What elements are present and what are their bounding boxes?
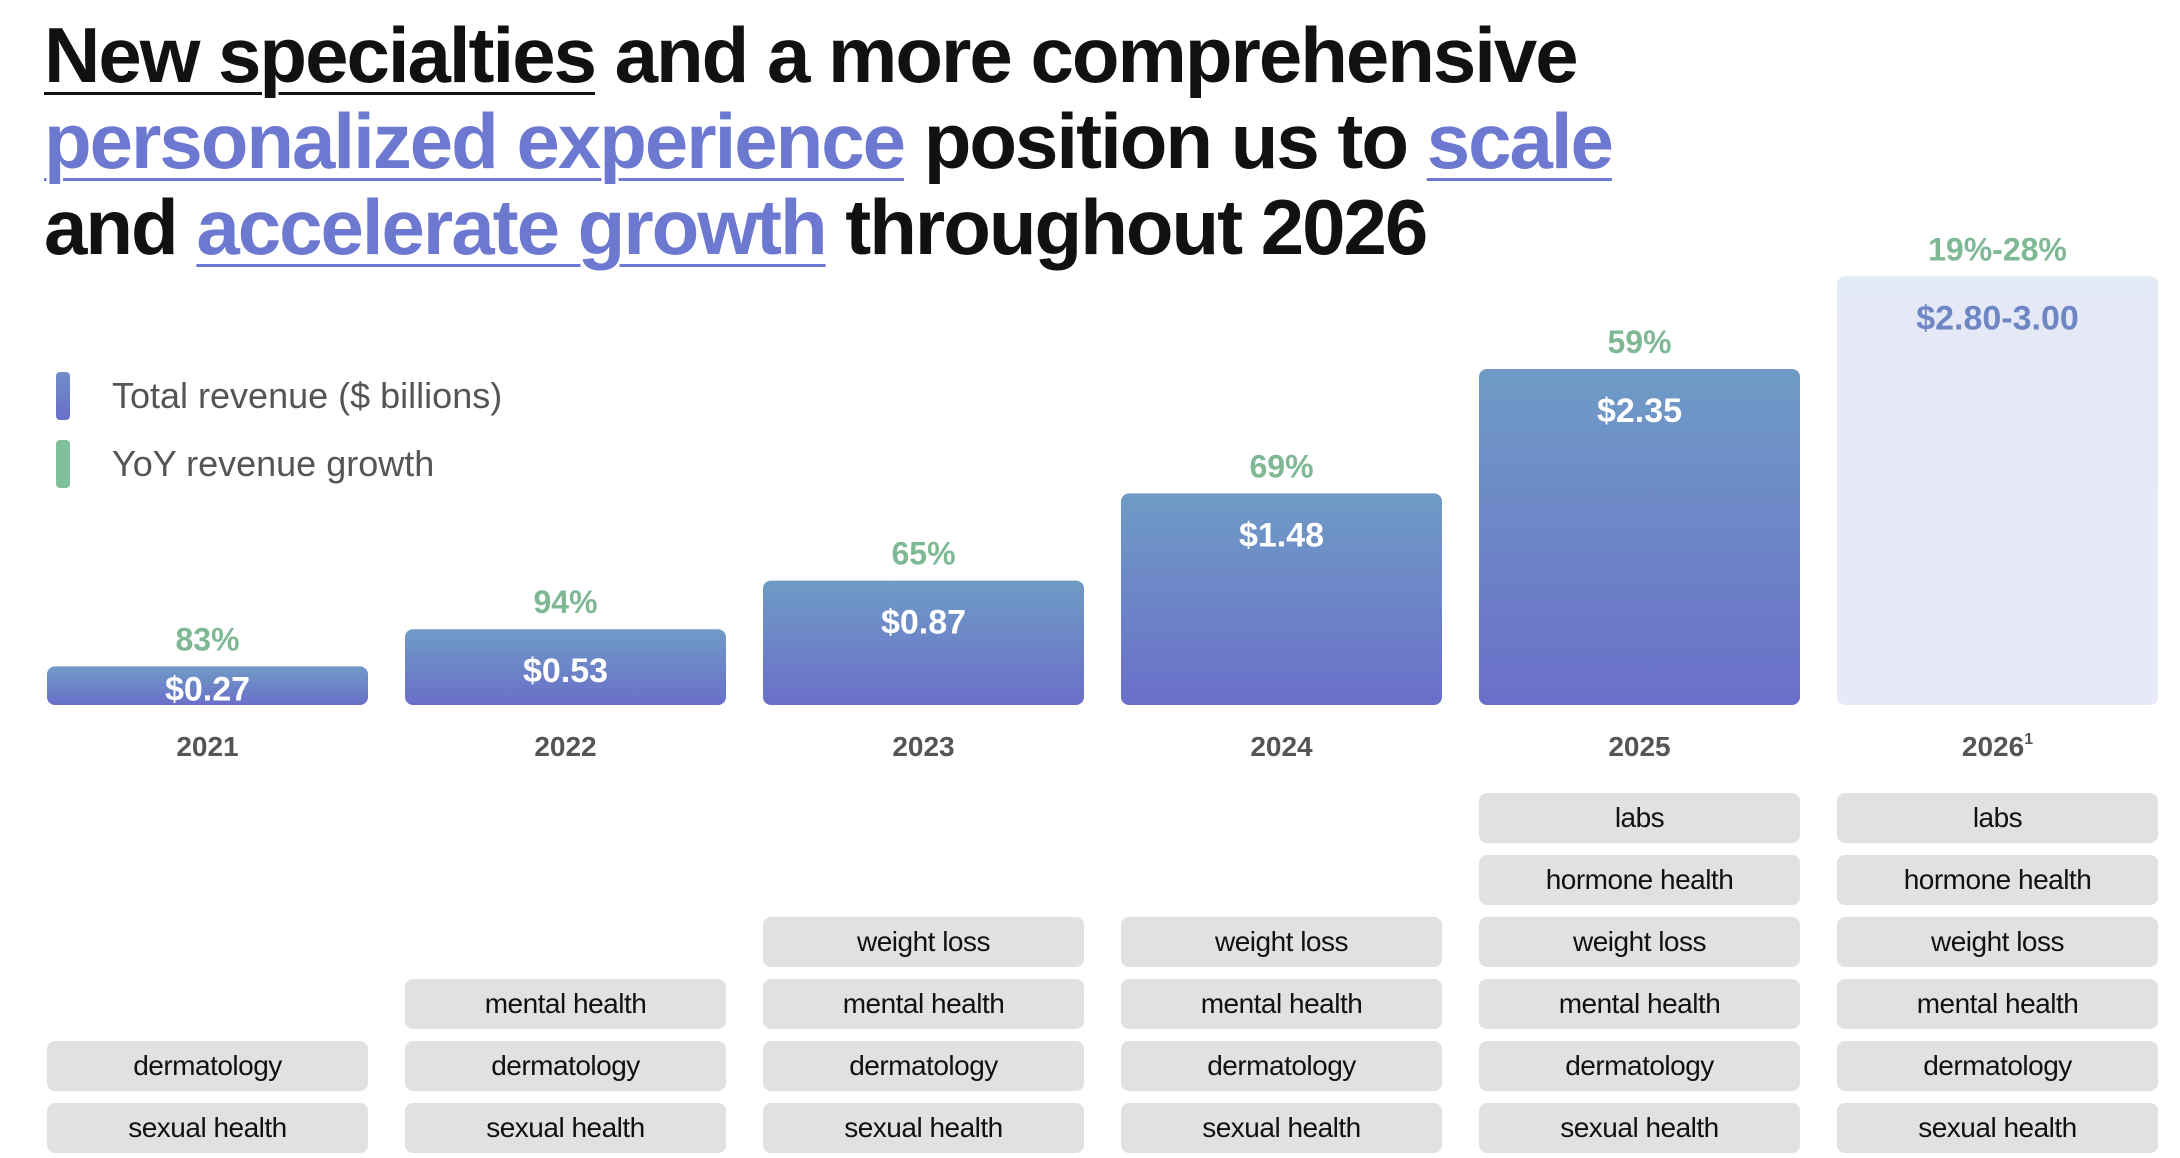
growth-label-2023: 65% <box>891 536 955 572</box>
specialty-pill: sexual health <box>1479 1103 1800 1153</box>
growth-label-2022: 94% <box>533 584 597 620</box>
specialty-pill: weight loss <box>1479 917 1800 967</box>
specialty-pill: dermatology <box>47 1041 368 1091</box>
specialty-pill: dermatology <box>1121 1041 1442 1091</box>
title-accelerate-growth: accelerate growth <box>196 183 827 271</box>
specialty-pill: dermatology <box>763 1041 1084 1091</box>
value-label-2023: $0.87 <box>881 604 966 642</box>
specialty-pill: sexual health <box>405 1103 726 1153</box>
bars-group: $0.27 83% 2021 $0.53 94% 2022 $0.87 65% 2023 $1.4… <box>47 231 2158 762</box>
growth-label-2025: 59% <box>1607 324 1671 360</box>
specialty-pill: dermatology <box>405 1041 726 1091</box>
year-label-2026: 20261 <box>1962 731 2033 762</box>
title-text: throughout 2026 <box>825 183 1428 271</box>
specialty-pill: weight loss <box>1121 917 1442 967</box>
title-scale: scale <box>1426 97 1614 185</box>
value-label-2024: $1.48 <box>1239 516 1324 554</box>
specialty-pill: sexual health <box>1121 1103 1442 1153</box>
bar-2024 <box>1121 493 1442 705</box>
growth-label-2026: 19%-28% <box>1928 231 2067 267</box>
specialty-pill: mental health <box>1837 979 2158 1029</box>
specialty-pill: weight loss <box>1837 917 2158 967</box>
footnote-marker: 1 <box>2024 731 2033 748</box>
growth-label-2021: 83% <box>175 621 239 657</box>
specialty-pill: hormone health <box>1479 855 1800 905</box>
title-text: and <box>44 183 197 271</box>
legend-item-revenue: Total revenue ($ billions) <box>56 372 502 420</box>
title-new-specialties: New specialties <box>44 11 597 99</box>
year-label-2022: 2022 <box>534 731 596 762</box>
bar-2025 <box>1479 368 1800 705</box>
specialty-pill: sexual health <box>763 1103 1084 1153</box>
bar-2021 <box>47 666 368 705</box>
revenue-bar-chart: $0.27 83% 2021 $0.53 94% 2022 $0.87 65% 2023 $1.4… <box>47 231 2158 762</box>
value-label-2021: $0.27 <box>165 670 250 708</box>
value-label-2026: $2.80-3.00 <box>1916 299 2079 337</box>
legend-swatch-growth <box>56 440 70 488</box>
legend-label-growth: YoY revenue growth <box>112 443 435 484</box>
legend-item-growth: YoY revenue growth <box>56 440 502 488</box>
specialty-pill: dermatology <box>1479 1041 1800 1091</box>
specialty-pill: labs <box>1837 793 2158 843</box>
growth-label-2024: 69% <box>1249 448 1313 484</box>
value-label-2022: $0.53 <box>523 652 608 690</box>
bar-2026 <box>1837 276 2158 705</box>
title-personalized-experience: personalized experience <box>44 97 906 185</box>
specialty-pill: dermatology <box>1837 1041 2158 1091</box>
specialty-pill: sexual health <box>1837 1103 2158 1153</box>
year-label-2025: 2025 <box>1608 731 1670 762</box>
value-label-2025: $2.35 <box>1597 392 1682 430</box>
specialty-pill: mental health <box>1479 979 1800 1029</box>
title-text: position us to <box>904 97 1427 185</box>
title-text: and a more comprehensive <box>594 11 1579 99</box>
year-label-2021: 2021 <box>176 731 238 762</box>
legend-label-revenue: Total revenue ($ billions) <box>112 375 503 416</box>
bar-2022 <box>405 629 726 705</box>
specialty-pill: labs <box>1479 793 1800 843</box>
year-label-2023: 2023 <box>892 731 954 762</box>
specialty-pill: mental health <box>405 979 726 1029</box>
chart-legend: Total revenue ($ billions) YoY revenue g… <box>56 372 502 508</box>
legend-swatch-revenue <box>56 372 70 420</box>
specialty-pill: sexual health <box>47 1103 368 1153</box>
specialty-pill: hormone health <box>1837 855 2158 905</box>
specialty-pill: mental health <box>763 979 1084 1029</box>
bar-2023 <box>763 580 1084 705</box>
specialty-pill: weight loss <box>763 917 1084 967</box>
year-label-2024: 2024 <box>1250 731 1313 762</box>
page-title: New specialties and a more comprehensive… <box>44 12 1644 270</box>
specialty-pill: mental health <box>1121 979 1442 1029</box>
